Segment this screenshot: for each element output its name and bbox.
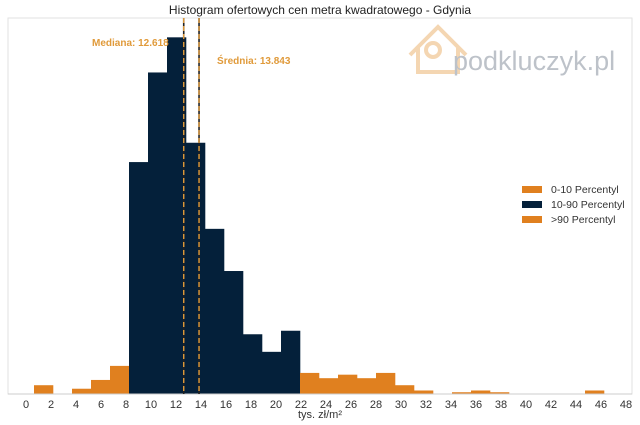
watermark-logo: podkluczyk.pl [408, 24, 615, 76]
x-tick-label: 8 [123, 399, 129, 411]
x-tick-label: 10 [145, 399, 157, 411]
x-tick-label: 18 [245, 399, 257, 411]
x-tick-label: 28 [370, 399, 382, 411]
x-tick-label: 16 [220, 399, 232, 411]
histogram-bar [338, 374, 358, 394]
x-axis-label: tys. zł/m² [298, 409, 342, 421]
x-tick-label: 30 [395, 399, 407, 411]
legend-label: >90 Percentyl [551, 214, 616, 226]
histogram-bar [300, 372, 320, 394]
x-tick-label: 0 [23, 399, 29, 411]
mean-label: Średnia: 13.843 [217, 54, 291, 67]
histogram-bar [91, 379, 111, 394]
histogram-bar [585, 390, 605, 394]
legend-label: 0-10 Percentyl [551, 184, 619, 196]
x-tick-label: 42 [545, 399, 557, 411]
histogram-bar [376, 372, 396, 394]
histogram-bar [129, 162, 149, 394]
x-tick-label: 32 [420, 399, 432, 411]
x-tick-label: 6 [98, 399, 104, 411]
histogram-bar [452, 392, 472, 394]
x-tick-label: 4 [73, 399, 79, 411]
histogram-bar [34, 385, 54, 394]
histogram-bar [490, 392, 510, 394]
histogram-bar [148, 72, 168, 395]
svg-text:podkluczyk.pl: podkluczyk.pl [453, 46, 615, 76]
x-tick-label: 20 [270, 399, 282, 411]
legend-label: 10-90 Percentyl [551, 199, 625, 211]
x-tick-label: 34 [445, 399, 457, 411]
histogram-bar [167, 37, 187, 395]
histogram-bar [281, 330, 301, 394]
legend-swatch [522, 216, 542, 223]
histogram-bar [110, 365, 130, 394]
x-tick-label: 2 [48, 399, 54, 411]
x-tick-label: 24 [320, 399, 332, 411]
x-tick-label: 46 [595, 399, 607, 411]
x-tick-label: 22 [295, 399, 307, 411]
x-tick-label: 26 [345, 399, 357, 411]
x-tick-label: 12 [170, 399, 182, 411]
histogram-bar [357, 378, 377, 394]
histogram-bar [224, 271, 244, 394]
x-tick-label: 44 [570, 399, 582, 411]
median-label: Mediana: 12.618 [92, 38, 169, 49]
histogram-bar [319, 378, 339, 394]
histogram-bar [395, 385, 415, 394]
histogram-bar [414, 390, 434, 394]
x-tick-label: 38 [495, 399, 507, 411]
x-tick-label: 14 [195, 399, 207, 411]
x-tick-label: 36 [470, 399, 482, 411]
x-tick-label: 40 [520, 399, 532, 411]
histogram-bar [205, 228, 225, 394]
legend-swatch [522, 201, 542, 208]
histogram-bar [471, 390, 491, 394]
x-tick-label: 48 [620, 399, 632, 411]
histogram-bar [72, 388, 92, 394]
histogram-bar [262, 351, 282, 394]
legend-swatch [522, 186, 542, 193]
histogram-bar [243, 334, 263, 394]
histogram-bar [186, 142, 206, 394]
chart-title: Histogram ofertowych cen metra kwadratow… [168, 3, 472, 17]
